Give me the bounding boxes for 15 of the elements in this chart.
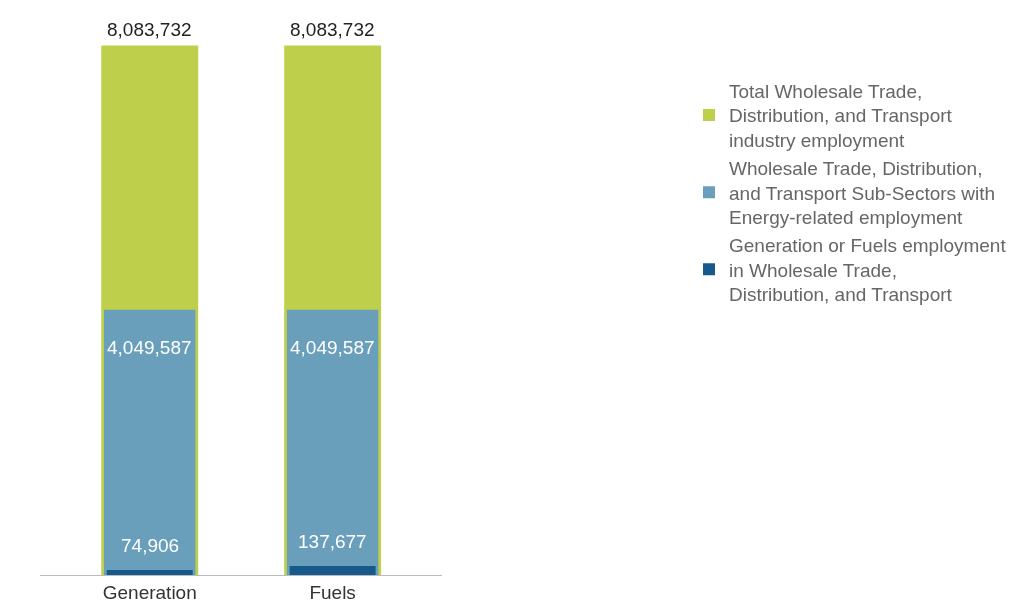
- legend-label: Generation or Fuels employment in Wholesale Trade, Distribution, and Transport: [729, 234, 1007, 306]
- legend-label: Wholesale Trade, Distribution, and Transport Sub-Sectors with Energy-related employment: [729, 157, 996, 229]
- x-tick-label: Generation: [102, 581, 197, 603]
- x-tick-label: Fuels: [309, 581, 356, 603]
- bar: [104, 309, 196, 575]
- bar: [106, 570, 193, 575]
- data-label: 4,049,587: [107, 337, 192, 358]
- legend-label: Total Wholesale Trade, Distribution, and Transport industry employment: [729, 80, 953, 152]
- data-label: 8,083,732: [107, 19, 192, 40]
- data-label: 8,083,732: [290, 19, 375, 40]
- bar: [289, 565, 376, 575]
- bar: [286, 309, 379, 575]
- data-label: 137,677: [298, 531, 367, 552]
- data-label: 74,906: [121, 535, 180, 556]
- data-label: 4,049,587: [290, 337, 375, 358]
